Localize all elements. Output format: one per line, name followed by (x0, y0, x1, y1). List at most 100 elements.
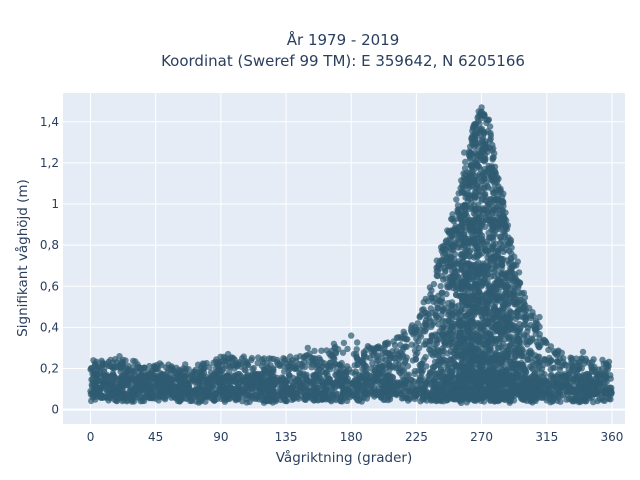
data-point (452, 267, 460, 274)
data-point (134, 377, 141, 385)
data-point (466, 148, 473, 155)
data-point (485, 165, 492, 172)
data-point (260, 355, 268, 362)
data-point (572, 373, 580, 380)
data-point (386, 396, 394, 403)
data-point (526, 304, 533, 312)
data-point (411, 370, 418, 377)
data-point (379, 355, 386, 362)
data-point (257, 391, 265, 398)
data-point (479, 306, 486, 314)
data-point (447, 262, 454, 270)
data-point (456, 397, 464, 405)
data-point (460, 254, 468, 261)
data-point (536, 335, 543, 342)
data-point (438, 289, 445, 297)
data-point (196, 396, 204, 403)
data-point (477, 302, 484, 309)
data-point (491, 168, 498, 175)
data-point (559, 362, 566, 369)
data-point (504, 343, 511, 350)
data-point (479, 238, 486, 245)
data-point (462, 194, 469, 201)
data-point (315, 362, 322, 369)
data-point (469, 217, 477, 224)
data-point (464, 363, 471, 370)
data-point (462, 158, 469, 166)
data-point (426, 337, 433, 345)
data-point (286, 358, 293, 366)
data-point (478, 136, 486, 143)
data-point (491, 293, 498, 300)
data-point (448, 315, 455, 323)
data-point (440, 276, 447, 283)
data-point (526, 355, 534, 362)
data-point (510, 325, 517, 332)
data-point (439, 352, 446, 359)
data-point (499, 206, 506, 214)
data-point (354, 361, 361, 368)
data-point (459, 316, 466, 324)
data-point (504, 314, 511, 321)
data-point (455, 311, 462, 318)
data-point (486, 298, 493, 305)
data-point (454, 208, 461, 216)
data-point (407, 389, 414, 396)
data-point (480, 279, 488, 287)
data-point (471, 368, 478, 375)
data-point (337, 397, 344, 405)
data-point (516, 349, 524, 356)
data-point (490, 189, 497, 196)
data-point (248, 354, 256, 362)
data-point (489, 226, 497, 233)
data-point (420, 341, 428, 348)
data-point (363, 354, 370, 361)
data-point (468, 312, 476, 320)
data-point (514, 382, 521, 390)
data-point (522, 317, 529, 324)
data-point (437, 364, 445, 372)
data-point (459, 182, 466, 190)
data-point (532, 330, 539, 337)
data-point (488, 381, 495, 388)
data-point (278, 383, 285, 390)
data-point (440, 323, 447, 330)
data-point (530, 371, 538, 379)
data-point (249, 366, 256, 373)
data-point (439, 298, 446, 305)
data-point (489, 233, 497, 241)
data-point (502, 295, 509, 303)
data-point (481, 246, 488, 253)
data-point (438, 380, 445, 387)
data-point (499, 213, 506, 220)
data-point (417, 368, 425, 375)
data-point (509, 283, 517, 290)
data-point (168, 376, 176, 383)
data-point (434, 331, 442, 339)
data-point (179, 389, 186, 396)
data-point (465, 390, 472, 398)
data-point (411, 347, 419, 354)
data-point (360, 360, 367, 368)
data-point (451, 320, 458, 328)
data-point (483, 290, 490, 297)
data-point (160, 394, 167, 401)
data-point (460, 170, 467, 177)
data-point (269, 365, 277, 372)
data-point (468, 333, 475, 340)
data-point (280, 395, 288, 402)
data-point (554, 397, 561, 404)
data-point (234, 373, 241, 381)
data-point (502, 366, 509, 373)
chart-title-line1: År 1979 - 2019 (287, 30, 400, 49)
data-point (327, 366, 334, 373)
data-point (461, 322, 469, 329)
data-point (512, 333, 520, 340)
data-point (495, 277, 502, 285)
data-point (473, 335, 480, 342)
data-point (225, 380, 232, 387)
data-point (471, 297, 479, 304)
data-point (487, 273, 495, 280)
data-point (496, 245, 503, 252)
data-point (501, 233, 508, 240)
